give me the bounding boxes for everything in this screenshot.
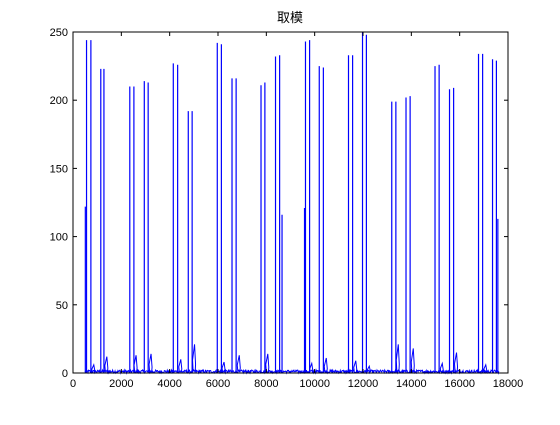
- small-peak: [221, 361, 226, 373]
- x-tick-label: 8000: [254, 378, 278, 390]
- x-tick-label: 10000: [299, 378, 330, 390]
- y-tick-label: 100: [50, 232, 68, 244]
- small-peak: [410, 348, 415, 373]
- y-tick-label: 250: [50, 27, 68, 39]
- x-tick-label: 6000: [206, 378, 230, 390]
- small-peak: [265, 353, 270, 373]
- x-tick-label: 2000: [109, 378, 133, 390]
- y-tick-label: 0: [62, 368, 68, 380]
- y-tick-label: 50: [56, 300, 68, 312]
- small-peak: [236, 355, 241, 373]
- x-tick-label: 16000: [444, 378, 475, 390]
- data-layer: [84, 32, 500, 375]
- small-peak: [366, 364, 371, 373]
- small-peak: [178, 359, 183, 373]
- small-peak: [323, 357, 328, 373]
- x-tick-label: 4000: [157, 378, 181, 390]
- axes-box: [72, 31, 509, 374]
- x-tick-label: 0: [70, 378, 76, 390]
- small-peak: [353, 360, 358, 373]
- chart-title: 取模: [277, 10, 303, 25]
- small-peak: [104, 356, 109, 373]
- y-tick-label: 150: [50, 163, 68, 175]
- x-axis: 0 2000 4000 6000 8000 10000 12000 14000 16000 180…: [70, 32, 523, 390]
- small-peak: [148, 353, 153, 373]
- small-peak: [91, 363, 96, 373]
- x-tick-label: 18000: [493, 378, 524, 390]
- small-peak: [439, 361, 444, 373]
- x-tick-label: 14000: [396, 378, 427, 390]
- small-peak: [483, 363, 488, 373]
- plot-area: [73, 32, 508, 373]
- x-tick-label: 12000: [348, 378, 379, 390]
- baseline-noise-line: [84, 368, 500, 375]
- plot-background: [73, 32, 508, 373]
- small-peak: [454, 352, 459, 373]
- y-tick-label: 200: [50, 95, 68, 107]
